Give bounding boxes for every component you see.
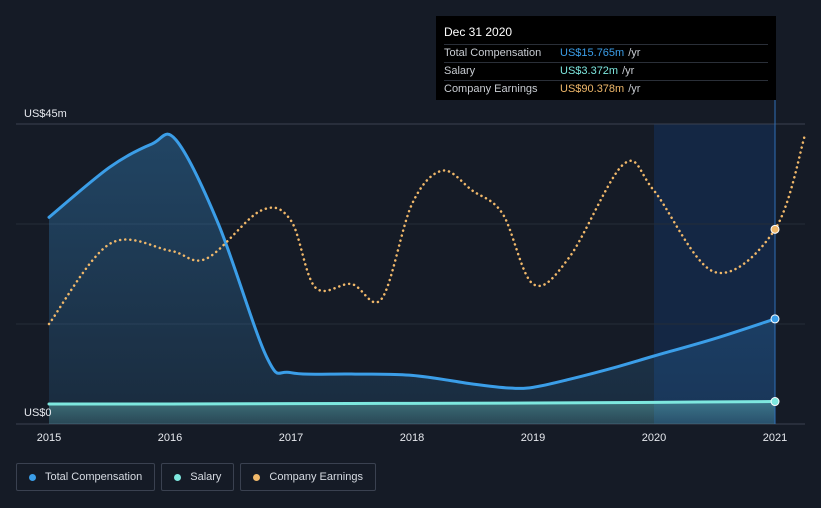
series-areas <box>49 134 775 424</box>
series-line-company-earnings <box>47 132 807 326</box>
tooltip-unit: /yr <box>628 83 641 95</box>
legend-label: Company Earnings <box>269 471 363 483</box>
legend-dot-icon <box>29 473 36 481</box>
tooltip-unit: /yr <box>628 47 641 59</box>
x-tick-label: 2019 <box>521 432 545 444</box>
y-tick-label: US$45m <box>24 108 67 120</box>
series-point <box>770 397 780 407</box>
x-tick-label: 2017 <box>279 432 303 444</box>
tooltip-unit: /yr <box>622 65 635 77</box>
series-line-total-compensation <box>47 132 777 390</box>
tooltip: Dec 31 2020 Total Compensation US$15.765… <box>436 16 776 100</box>
legend-item-company-earnings[interactable]: Company Earnings <box>240 463 376 491</box>
legend-item-total-compensation[interactable]: Total Compensation <box>16 463 156 491</box>
x-tick-label: 2015 <box>37 432 61 444</box>
series-lines <box>47 132 807 406</box>
x-axis-labels: 2015 2016 2017 2018 2019 2020 2021 <box>37 432 787 444</box>
legend-item-salary[interactable]: Salary <box>161 463 235 491</box>
x-tick-label: 2021 <box>763 432 787 444</box>
tooltip-row-salary: Salary US$3.372m /yr <box>444 62 768 80</box>
series-point <box>770 314 780 324</box>
series-point <box>770 224 780 234</box>
tooltip-label: Total Compensation <box>444 47 542 59</box>
tooltip-label: Salary <box>444 65 476 77</box>
tooltip-date: Dec 31 2020 <box>444 25 513 39</box>
tooltip-value: US$90.378m <box>560 83 625 95</box>
legend-dot-icon <box>253 473 261 481</box>
legend-label: Total Compensation <box>45 471 143 483</box>
legend: Total Compensation Salary Company Earnin… <box>16 463 376 491</box>
x-tick-label: 2020 <box>642 432 666 444</box>
series-line-salary <box>47 400 777 406</box>
tooltip-row-total-compensation: Total Compensation US$15.765m /yr <box>444 44 768 62</box>
x-tick-label: 2016 <box>158 432 182 444</box>
series-area-total-compensation <box>49 134 775 424</box>
tooltip-label: Company Earnings <box>444 83 538 95</box>
legend-dot-icon <box>174 473 182 481</box>
tooltip-row-company-earnings: Company Earnings US$90.378m /yr <box>444 80 768 98</box>
y-tick-label: US$0 <box>24 407 52 419</box>
tooltip-value: US$15.765m <box>560 47 625 59</box>
y-axis-labels: US$45m US$0 <box>24 108 67 419</box>
tooltip-value: US$3.372m <box>560 65 619 77</box>
series-area-salary <box>49 401 775 424</box>
legend-label: Salary <box>190 471 222 483</box>
hover-points <box>770 224 780 407</box>
x-tick-label: 2018 <box>400 432 424 444</box>
